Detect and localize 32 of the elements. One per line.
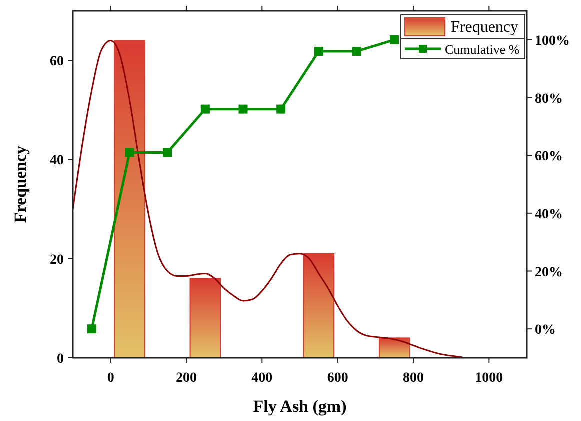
x-tick-label: 200 <box>176 371 197 386</box>
x-axis-title: Fly Ash (gm) <box>253 397 347 416</box>
point <box>238 104 248 114</box>
point <box>125 148 134 158</box>
point <box>390 35 400 44</box>
x-tick-label: 400 <box>252 371 273 386</box>
y-tick-label: 20 <box>50 252 64 268</box>
point <box>314 46 324 56</box>
point <box>87 324 96 334</box>
y2-tick-label: 60% <box>535 150 563 165</box>
y-tick-label: 0 <box>57 352 64 367</box>
y2-tick-label: 40% <box>535 207 563 222</box>
y2-tick-label: 20% <box>535 265 563 280</box>
point <box>352 46 362 56</box>
bar <box>190 278 222 358</box>
point <box>200 104 210 114</box>
bar <box>303 253 335 358</box>
x-tick-label: 600 <box>327 371 348 386</box>
y-axis-title: Frequency <box>11 145 30 224</box>
point <box>163 148 172 158</box>
x-tick-label: 0 <box>107 371 114 386</box>
y2-tick-label: 100% <box>535 34 570 49</box>
y2-tick-label: 80% <box>535 92 563 107</box>
bar <box>114 40 146 358</box>
y-tick-label: 40 <box>50 154 64 169</box>
legend-label: Cumulative % <box>445 42 520 57</box>
y2-tick-label: 0% <box>535 323 556 338</box>
legend-label: Frequency <box>451 19 519 36</box>
x-tick-label: 800 <box>403 371 424 386</box>
point <box>276 104 286 114</box>
x-tick-label: 1000 <box>475 371 504 386</box>
y-tick-label: 60 <box>50 54 64 70</box>
